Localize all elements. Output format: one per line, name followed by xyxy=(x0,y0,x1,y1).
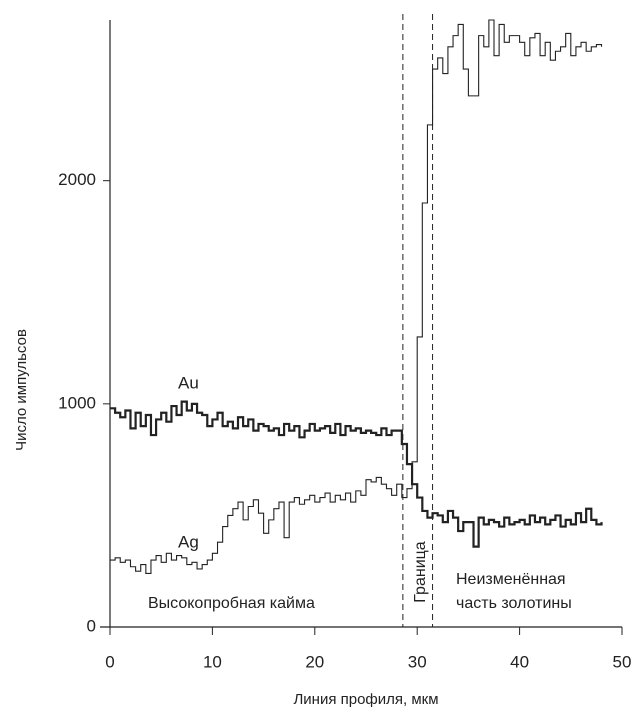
y-tick-label: 2000 xyxy=(58,170,96,189)
annotation: Высокопробная кайма xyxy=(148,595,315,612)
x-tick-label: 10 xyxy=(203,652,222,671)
annotation: часть золотины xyxy=(456,595,572,612)
x-tick-label: 50 xyxy=(613,652,632,671)
annotation: Неизменённая xyxy=(456,571,566,588)
x-tick-label: 30 xyxy=(408,652,427,671)
x-tick-label: 0 xyxy=(105,652,114,671)
series-line xyxy=(110,19,603,574)
series-line xyxy=(110,400,603,548)
x-axis-label: Линия профиля, мкм xyxy=(293,691,438,708)
annotation: Ag xyxy=(178,532,199,551)
x-tick-label: 20 xyxy=(305,652,324,671)
annotation: Граница xyxy=(412,541,429,603)
y-axis-label: Число импульсов xyxy=(13,329,30,451)
y-tick-label: 0 xyxy=(87,616,96,635)
x-tick-label: 40 xyxy=(510,652,529,671)
annotation: Au xyxy=(178,373,199,392)
y-tick-label: 1000 xyxy=(58,393,96,412)
